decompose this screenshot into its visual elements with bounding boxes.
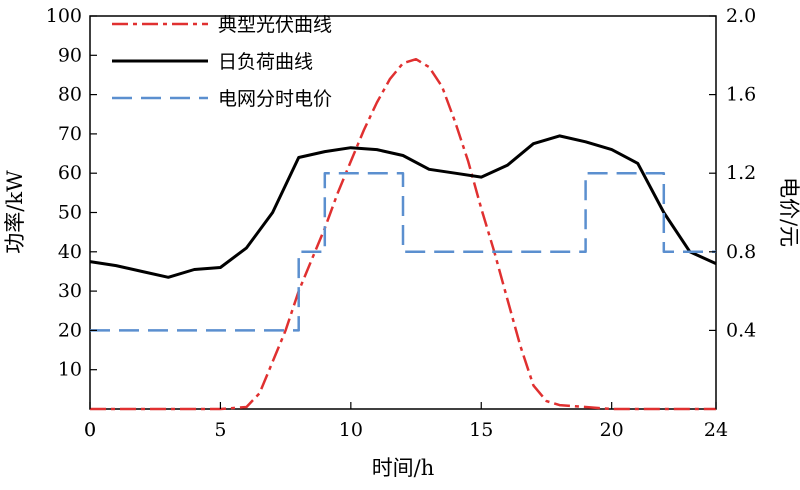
origin-label: 0	[84, 419, 96, 441]
series-line-2	[89, 134, 717, 279]
y-tick-label: 30	[58, 280, 82, 302]
y-tick-label: 70	[58, 123, 82, 145]
x-tick-label: 15	[469, 419, 493, 441]
series-layer	[89, 57, 717, 411]
y-tick-label: 80	[58, 84, 82, 106]
x-tick-label: 0	[84, 419, 96, 441]
y-tick-label: 90	[58, 44, 82, 66]
x-tick-label: 5	[214, 419, 226, 441]
x-tick-label: 20	[600, 419, 624, 441]
y2-tick-label: 0.4	[726, 319, 756, 341]
y2-axis-label: 电价/元	[777, 177, 800, 247]
y-tick-label: 50	[58, 202, 82, 224]
series-line-1	[90, 57, 716, 411]
x-axis-label: 时间/h	[372, 456, 435, 480]
y2-tick-label: 2.0	[726, 5, 756, 27]
y2-tick-label: 0.8	[726, 241, 756, 263]
y2-tick-label: 1.6	[726, 84, 756, 106]
y-tick-label: 20	[58, 319, 82, 341]
y-tick-label: 60	[58, 162, 82, 184]
ticks-layer: 0 5 10 15 20 2401020304050607080901000.40.81.…	[46, 5, 756, 441]
legend-label-3: 电网分时电价	[218, 88, 332, 110]
legend-label-1: 典型光伏曲线	[218, 14, 332, 36]
x-tick-label: 10	[339, 419, 363, 441]
x-tick-label: 24	[704, 419, 728, 441]
y-tick-label: 10	[58, 359, 82, 381]
series-line-3	[90, 171, 716, 332]
y2-tick-label: 1.2	[726, 162, 756, 184]
y-axis-label: 功率/kW	[3, 170, 27, 254]
legend-label-2: 日负荷曲线	[218, 51, 313, 73]
y-tick-label: 100	[46, 5, 82, 27]
y-tick-label: 40	[58, 241, 82, 263]
